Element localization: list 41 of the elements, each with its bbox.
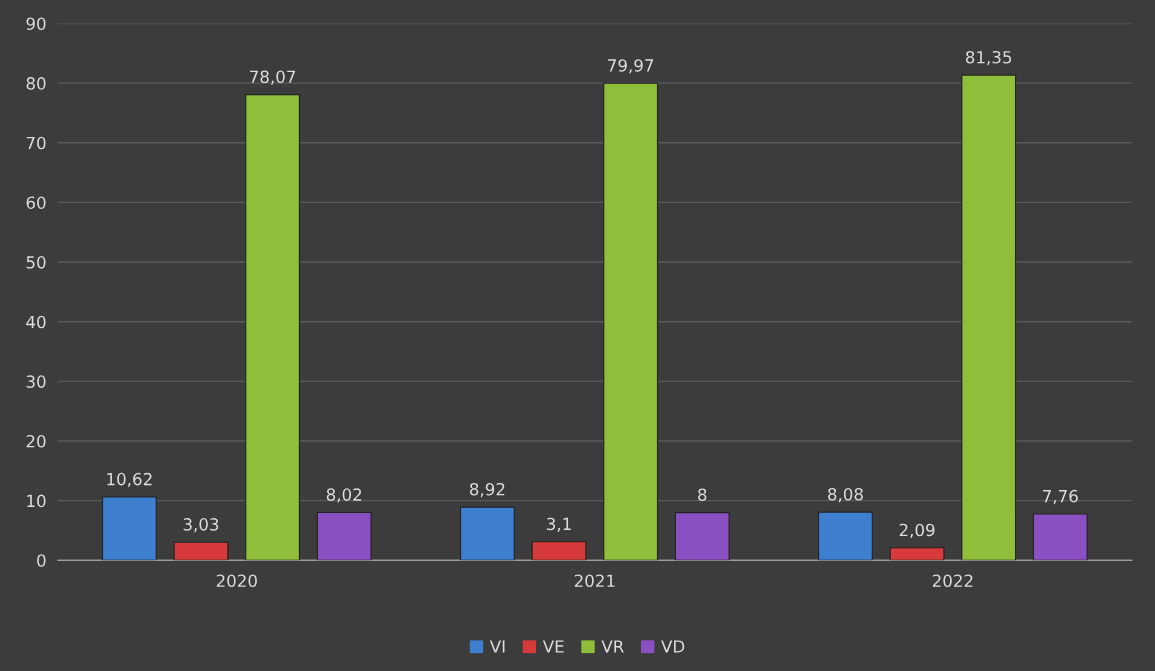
data-label: 8,92 (469, 482, 505, 498)
bar (245, 94, 300, 561)
y-tick-label: 30 (26, 375, 46, 388)
data-label: 3,1 (547, 517, 571, 532)
bar (173, 541, 229, 561)
y-tick-label: 60 (26, 196, 46, 209)
x-tick-label: 2020 (216, 574, 257, 588)
bar (603, 82, 659, 561)
y-tick-label: 40 (26, 315, 46, 329)
y-tick-label: 10 (27, 494, 46, 508)
data-label: 7,76 (1043, 489, 1078, 505)
bar (1032, 513, 1088, 561)
data-label: 8 (698, 488, 707, 502)
data-label: 10,62 (107, 472, 152, 488)
bar (818, 511, 873, 561)
bar (889, 547, 945, 561)
x-tick-label: 2021 (574, 574, 615, 588)
bar (101, 496, 157, 561)
data-label: 81,35 (965, 50, 1012, 66)
data-label: 8,02 (326, 488, 362, 503)
data-label: 2,09 (899, 523, 935, 538)
bar (316, 511, 372, 561)
y-tick-label: 90 (26, 17, 46, 31)
legend-label: VR (601, 640, 624, 653)
bar (460, 506, 515, 561)
y-tick-label: 50 (26, 256, 46, 269)
legend-label: VE (542, 640, 564, 653)
data-label: 8,08 (828, 487, 863, 503)
bar (674, 512, 730, 561)
y-tick-label: 80 (26, 77, 46, 90)
legend-label: VD (661, 640, 685, 653)
x-tick-label: 2022 (932, 574, 973, 588)
data-label: 78,07 (250, 70, 296, 85)
y-tick-label: 70 (26, 136, 46, 150)
bar (531, 541, 587, 561)
data-label: 3,03 (183, 518, 219, 533)
y-tick-label: 0 (37, 554, 46, 567)
legend-label: VI (489, 640, 505, 653)
bar (961, 74, 1017, 561)
y-tick-label: 20 (26, 434, 46, 448)
data-label: 79,97 (608, 59, 654, 74)
